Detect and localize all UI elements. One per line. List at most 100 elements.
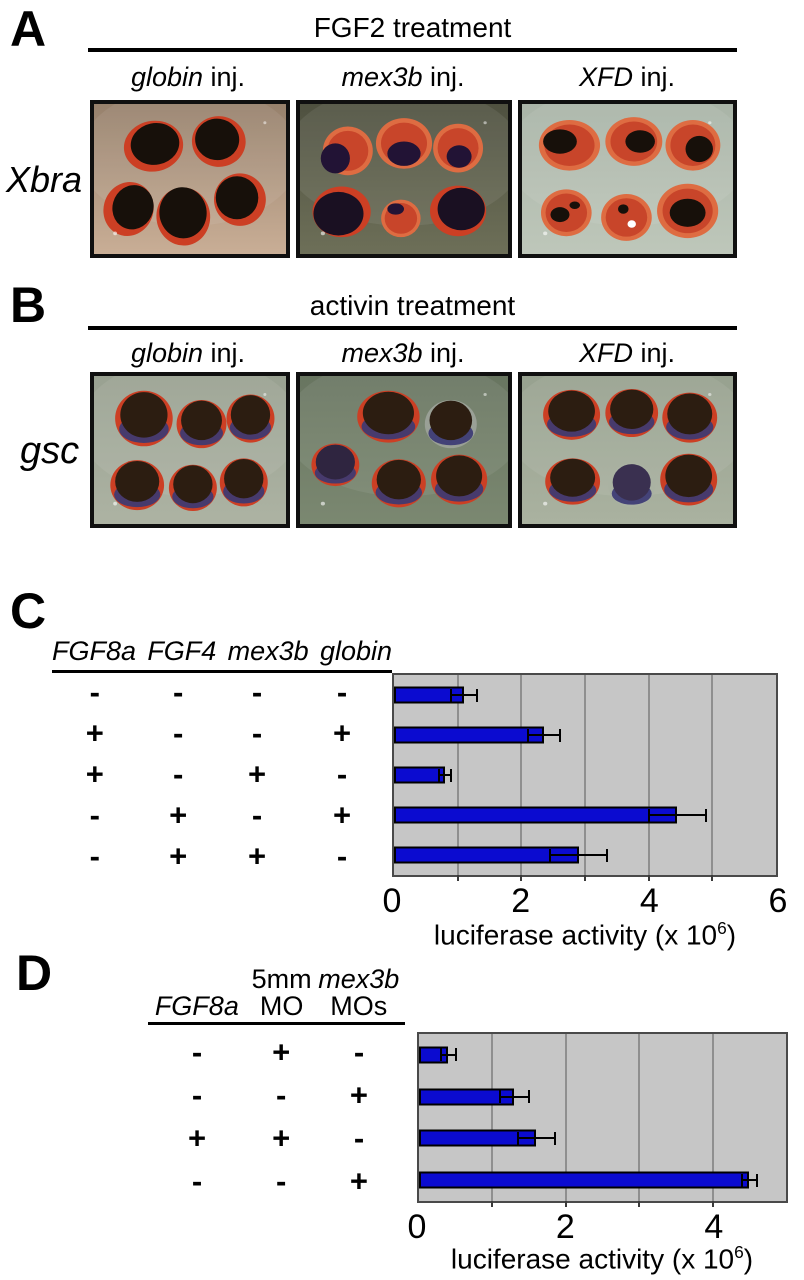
gridline xyxy=(456,675,459,875)
condition-sign: + xyxy=(332,715,352,751)
error-bar xyxy=(499,1095,530,1098)
panel-b-row-label: gsc xyxy=(20,430,80,472)
condition-sign: + xyxy=(85,715,104,751)
error-bar-cap xyxy=(437,768,440,782)
tick-label: 2 xyxy=(511,882,531,920)
panel-a-col-mex3b: mex3b inj. xyxy=(341,62,465,92)
condition-sign: - xyxy=(275,1162,287,1198)
panel-c-x-axis-ticks: 0 2 4 6 xyxy=(383,882,788,924)
gridline xyxy=(711,675,714,875)
condition-sign: - xyxy=(89,837,100,873)
panel-d-condition-grid: - + - - - + + + - - - + xyxy=(148,1032,405,1203)
error-bar-cap xyxy=(454,1048,457,1062)
condition-row: + - - + xyxy=(52,714,392,755)
tick-mark xyxy=(520,875,523,881)
error-bar-cap xyxy=(450,768,453,782)
error-bar xyxy=(741,1179,757,1182)
bar xyxy=(394,806,678,824)
gridline xyxy=(584,675,586,875)
bar-series xyxy=(419,1034,786,1201)
panel-d-bar-chart xyxy=(417,1032,788,1207)
panel-d-x-axis-ticks: 0 2 4 xyxy=(408,1208,788,1250)
panel-c-header-mex3b: mex3b xyxy=(227,636,309,666)
gridline xyxy=(564,1034,567,1201)
gridline xyxy=(491,1034,494,1201)
error-bar-cap xyxy=(704,808,707,822)
panel-b-photo-mex3b xyxy=(284,357,524,528)
condition-sign: + xyxy=(349,1077,369,1113)
tick-mark xyxy=(711,875,714,881)
error-bar-cap xyxy=(553,1131,556,1145)
gridline xyxy=(638,1034,641,1201)
condition-row: - + - + xyxy=(52,795,392,836)
error-bar-cap xyxy=(755,1173,758,1187)
panel-d-letter: D xyxy=(16,945,53,1001)
condition-sign: - xyxy=(251,715,263,751)
tick-mark xyxy=(638,1201,641,1207)
condition-sign: + xyxy=(85,756,104,792)
tick-mark xyxy=(711,1201,714,1207)
condition-sign: + xyxy=(169,837,188,873)
bar-row xyxy=(394,795,776,835)
panel-a-row-label: Xbra xyxy=(6,159,83,200)
panel-b-photo-xfd xyxy=(506,357,749,528)
condition-sign: - xyxy=(353,1034,365,1070)
condition-row: - + + - xyxy=(52,836,392,877)
condition-sign: + xyxy=(272,1120,291,1156)
condition-sign: + xyxy=(169,797,188,833)
condition-row: - + - xyxy=(148,1032,405,1075)
tick-mark xyxy=(491,1201,494,1207)
bar-row xyxy=(394,715,776,755)
error-bar-cap xyxy=(450,688,453,702)
tick-mark xyxy=(647,875,650,881)
error-bar xyxy=(648,814,706,816)
tick-label: 2 xyxy=(555,1208,575,1246)
error-bar-cap xyxy=(740,1173,743,1187)
bar-row xyxy=(394,835,776,875)
condition-sign: + xyxy=(188,1120,207,1156)
condition-sign: - xyxy=(275,1077,287,1113)
error-bar xyxy=(441,1053,456,1056)
condition-sign: + xyxy=(349,1162,369,1198)
error-bar-cap xyxy=(647,808,650,822)
embryo-micrograph xyxy=(284,85,524,254)
bar-row xyxy=(419,1034,786,1076)
bar xyxy=(394,726,544,744)
panel-b-letter: B xyxy=(10,277,47,333)
condition-sign: - xyxy=(89,797,100,833)
condition-row: + + - xyxy=(148,1118,405,1161)
embryo-micrograph xyxy=(79,85,301,254)
error-bar-cap xyxy=(498,1090,501,1104)
error-bar xyxy=(451,694,477,696)
embryo-micrograph xyxy=(506,85,749,254)
panel-a-photo-mex3b xyxy=(284,85,524,258)
panel-b-treatment-title: activin treatment xyxy=(88,290,737,330)
panel-d-header-mex3b-mos: mex3b MOs xyxy=(318,964,400,1021)
bar-row xyxy=(419,1076,786,1118)
panel-a-photo-globin xyxy=(79,85,301,258)
panel-b-photo-globin xyxy=(79,357,301,528)
panel-c-header-fgf8a: FGF8a xyxy=(52,636,137,666)
bar-row xyxy=(419,1118,786,1160)
condition-sign: + xyxy=(247,756,267,792)
tick-label: 0 xyxy=(407,1208,427,1246)
tick-label: 4 xyxy=(639,882,659,920)
condition-sign: - xyxy=(336,756,348,792)
panel-d-header-fgf8a: FGF8a xyxy=(154,990,239,1021)
error-bar-cap xyxy=(528,1090,531,1104)
panel-c-header-fgf4: FGF4 xyxy=(147,636,217,666)
panel-b-treatment-text: activin treatment xyxy=(309,290,516,321)
condition-row: - - + xyxy=(148,1075,405,1118)
bar-row xyxy=(394,755,776,795)
tick-label: 0 xyxy=(382,882,402,920)
bar-row xyxy=(394,675,776,715)
panel-b-col-xfd: XFD inj. xyxy=(578,338,676,368)
condition-sign: - xyxy=(172,715,184,751)
bar-series xyxy=(394,675,776,875)
condition-sign: - xyxy=(336,837,348,873)
panel-c-letter: C xyxy=(10,583,47,639)
panel-d-condition-headers: FGF8a 5mm MO mex3b MOs xyxy=(148,952,405,1025)
panel-c-condition-grid: - - - - + - - + + - + - - + - + - + + - xyxy=(52,673,392,877)
condition-sign: - xyxy=(191,1034,203,1070)
bar xyxy=(419,1171,750,1189)
